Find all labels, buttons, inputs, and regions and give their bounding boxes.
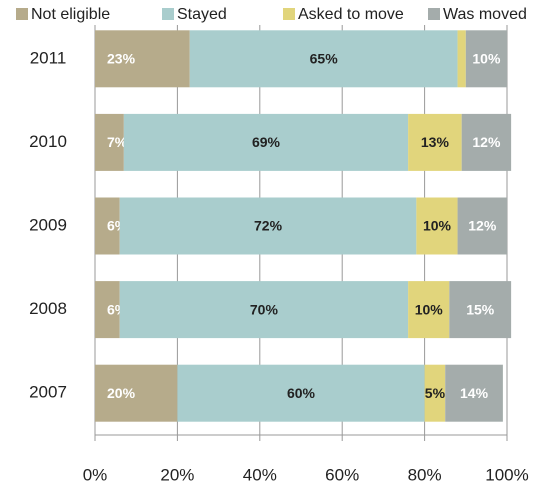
y-tick-label: 2011 — [30, 48, 67, 67]
bar-segment — [408, 113, 462, 171]
bar-segment — [123, 113, 409, 171]
y-tick-label: 2010 — [29, 132, 67, 151]
y-tick-label: 2007 — [29, 383, 67, 402]
x-tick-label: 40% — [243, 465, 277, 484]
legend-swatch — [162, 8, 174, 20]
bar-segment — [445, 364, 503, 422]
data-label: 5% — [425, 385, 446, 401]
bar-segment — [416, 197, 458, 255]
data-label: 65% — [310, 51, 339, 67]
data-label: 10% — [415, 301, 444, 317]
data-label: 15% — [466, 301, 495, 317]
bar-segment — [461, 113, 512, 171]
legend-swatch — [283, 8, 295, 20]
bar-segment — [457, 30, 466, 88]
bar-segment — [457, 197, 507, 255]
legend-label: Stayed — [177, 6, 227, 23]
bar-segment — [95, 113, 124, 171]
x-tick-label: 0% — [83, 465, 108, 484]
x-tick-label: 80% — [408, 465, 442, 484]
y-tick-label: 2008 — [29, 299, 67, 318]
y-tick-label: 2009 — [29, 215, 67, 234]
legend-label: Not eligible — [31, 6, 110, 23]
data-label: 10% — [423, 218, 452, 234]
data-label: 20% — [107, 385, 136, 401]
bar-segment — [189, 30, 458, 88]
x-tick-label: 60% — [325, 465, 359, 484]
data-label: 14% — [460, 385, 489, 401]
bar-segment — [408, 281, 450, 339]
bar-segment — [119, 281, 409, 339]
data-label: 72% — [254, 218, 283, 234]
data-label: 10% — [472, 51, 501, 67]
data-label: 23% — [107, 51, 136, 67]
legend-label: Was moved — [443, 6, 527, 23]
legend-label: Asked to move — [298, 6, 404, 23]
bar-segment — [465, 30, 507, 88]
x-tick-label: 100% — [485, 465, 528, 484]
bar-segment — [449, 281, 512, 339]
data-label: 69% — [252, 134, 281, 150]
legend-swatch — [428, 8, 440, 20]
bar-segment — [95, 197, 120, 255]
data-label: 60% — [287, 385, 316, 401]
data-label: 7% — [107, 134, 128, 150]
data-label: 70% — [250, 301, 279, 317]
bar-segment — [95, 30, 190, 88]
legend-swatch — [16, 8, 28, 20]
data-label: 13% — [421, 134, 450, 150]
data-label: 12% — [468, 218, 497, 234]
bar-segment — [177, 364, 425, 422]
data-label: 12% — [472, 134, 501, 150]
bar-segment — [424, 364, 446, 422]
bar-segment — [119, 197, 417, 255]
bar-segment — [95, 364, 178, 422]
bar-segment — [95, 281, 120, 339]
x-tick-label: 20% — [160, 465, 194, 484]
